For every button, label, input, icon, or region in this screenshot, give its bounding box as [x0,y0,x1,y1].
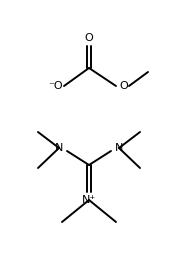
Text: ⁻O: ⁻O [49,81,63,91]
Text: N⁺: N⁺ [82,195,96,205]
Text: O: O [120,81,128,91]
Text: O: O [85,33,93,43]
Text: N: N [55,143,63,153]
Text: N: N [115,143,123,153]
